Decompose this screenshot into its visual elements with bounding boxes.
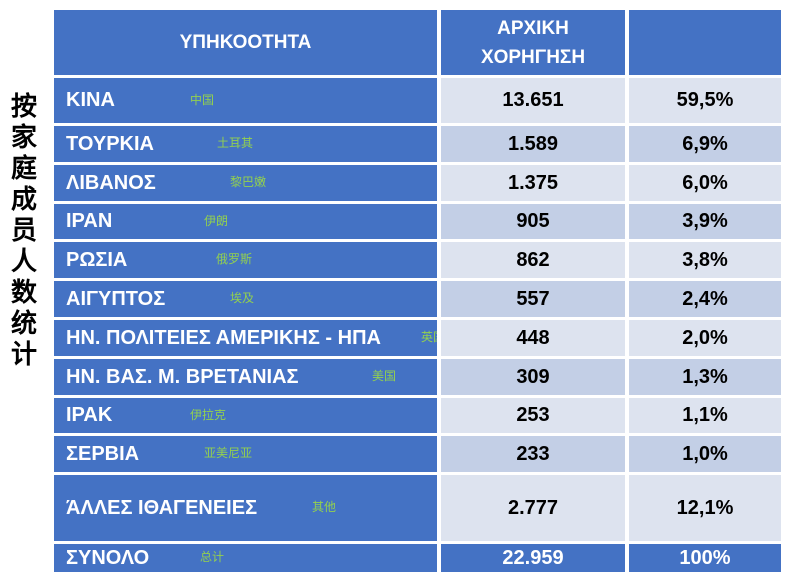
- nationality-chinese: 亚美尼亚: [204, 445, 253, 460]
- percent-value: 3,8%: [682, 248, 728, 271]
- percent-value: 1,0%: [682, 442, 728, 465]
- nationality-greek: ΗΝ. ΠΟΛΙΤΕΙΕΣ ΑΜΕΡΙΚΗΣ - ΗΠΑ: [66, 326, 381, 349]
- initial-grant-value: 557: [516, 287, 550, 310]
- nationality-chinese: 其他: [312, 499, 337, 514]
- row-nationality: ΡΩΣΙΑ 俄罗斯: [54, 242, 437, 278]
- percent-value: 59,5%: [676, 89, 734, 111]
- row-initial-grant: 2.777: [441, 475, 625, 541]
- row-nationality: ΗΝ. ΒΑΣ. Μ. ΒΡΕΤΑΝΙΑΣ 美国: [54, 359, 437, 395]
- total-chinese: 总计: [200, 549, 225, 564]
- side-caption: 按家庭成员人数统计: [10, 92, 37, 370]
- row-percent: 6,9%: [629, 126, 781, 162]
- row-initial-grant: 233: [441, 436, 625, 472]
- initial-grant-value: 2.777: [507, 496, 559, 519]
- nationality-greek: ΗΝ. ΒΑΣ. Μ. ΒΡΕΤΑΝΙΑΣ: [66, 365, 299, 388]
- row-initial-grant: 862: [441, 242, 625, 278]
- header-initial-grant-line1: ΑΡΧΙΚΗ: [497, 17, 569, 39]
- initial-grant-value: 1.589: [507, 132, 559, 155]
- row-initial-grant: 557: [441, 281, 625, 317]
- row-nationality: ΙΡΑΚ 伊拉克: [54, 398, 437, 433]
- header-percent: [629, 10, 781, 75]
- row-nationality: ΣΕΡΒΙΑ 亚美尼亚: [54, 436, 437, 472]
- nationality-chinese: 英国: [421, 329, 437, 344]
- row-percent: 1,0%: [629, 436, 781, 472]
- initial-grant-value: 862: [516, 248, 550, 271]
- nationality-greek: ΚΙΝΑ: [66, 89, 115, 111]
- initial-grant-value: 905: [516, 210, 550, 232]
- row-nationality: ΚΙΝΑ 中国: [54, 78, 437, 123]
- row-initial-grant: 309: [441, 359, 625, 395]
- row-nationality: ΤΟΥΡΚΙΑ 土耳其: [54, 126, 437, 162]
- total-percent-value: 100%: [679, 546, 731, 569]
- initial-grant-value: 1.375: [507, 171, 559, 194]
- row-initial-grant: 448: [441, 320, 625, 356]
- nationality-chinese: 埃及: [230, 290, 255, 305]
- nationality-greek: ΆΛΛΕΣ ΙΘΑΓΕΝΕΙΕΣ: [66, 496, 258, 519]
- nationality-greek: ΑΙΓΥΠΤΟΣ: [66, 287, 166, 310]
- row-percent: 6,0%: [629, 165, 781, 201]
- nationality-greek: ΛΙΒΑΝΟΣ: [66, 171, 156, 194]
- header-nationality-label: ΥΠΗΚΟΟΤΗΤΑ: [179, 31, 312, 53]
- row-percent: 2,0%: [629, 320, 781, 356]
- percent-value: 3,9%: [682, 210, 728, 232]
- percent-value: 6,0%: [682, 171, 728, 194]
- nationality-chinese: 伊拉克: [190, 407, 227, 422]
- percent-value: 2,4%: [682, 287, 728, 310]
- row-initial-grant: 1.375: [441, 165, 625, 201]
- row-nationality: ΛΙΒΑΝΟΣ 黎巴嫩: [54, 165, 437, 201]
- nationality-chinese: 伊朗: [204, 213, 229, 228]
- header-nationality: ΥΠΗΚΟΟΤΗΤΑ: [54, 10, 437, 75]
- percent-value: 2,0%: [682, 326, 728, 349]
- nationality-chinese: 中国: [190, 92, 215, 107]
- row-nationality: ΆΛΛΕΣ ΙΘΑΓΕΝΕΙΕΣ 其他: [54, 475, 437, 541]
- nationality-greek: ΣΕΡΒΙΑ: [66, 442, 140, 465]
- row-percent: 59,5%: [629, 78, 781, 123]
- header-initial-grant-line2: ΧΟΡΗΓΗΣΗ: [480, 46, 586, 68]
- row-initial-grant: 1.589: [441, 126, 625, 162]
- nationality-chinese: 黎巴嫩: [230, 174, 267, 189]
- initial-grant-value: 448: [516, 326, 550, 349]
- nationality-greek: ΤΟΥΡΚΙΑ: [66, 132, 154, 155]
- nationality-greek: ΙΡΑΚ: [66, 404, 113, 426]
- row-initial-grant: 253: [441, 398, 625, 433]
- row-percent: 3,8%: [629, 242, 781, 278]
- total-initial-grant: 22.959: [441, 544, 625, 572]
- total-percent: 100%: [629, 544, 781, 572]
- nationality-chinese: 土耳其: [217, 135, 254, 150]
- nationality-chinese: 美国: [372, 368, 397, 383]
- percent-value: 12,1%: [676, 496, 734, 519]
- initial-grant-value: 233: [516, 442, 550, 465]
- initial-grant-value: 309: [516, 365, 550, 388]
- row-percent: 1,1%: [629, 398, 781, 433]
- row-nationality: ΗΝ. ΠΟΛΙΤΕΙΕΣ ΑΜΕΡΙΚΗΣ - ΗΠΑ 英国: [54, 320, 437, 356]
- row-initial-grant: 905: [441, 204, 625, 239]
- row-nationality: ΙΡΑΝ 伊朗: [54, 204, 437, 239]
- nationality-greek: ΙΡΑΝ: [66, 210, 113, 232]
- initial-grant-value: 253: [516, 404, 550, 426]
- percent-value: 1,1%: [682, 404, 728, 426]
- percent-value: 1,3%: [682, 365, 728, 388]
- row-percent: 1,3%: [629, 359, 781, 395]
- initial-grant-value: 13.651: [502, 89, 564, 111]
- percent-value: 6,9%: [682, 132, 728, 155]
- row-percent: 3,9%: [629, 204, 781, 239]
- header-initial-grant: ΑΡΧΙΚΗ ΧΟΡΗΓΗΣΗ: [441, 10, 625, 75]
- row-nationality: ΑΙΓΥΠΤΟΣ 埃及: [54, 281, 437, 317]
- total-nationality: ΣΥΝΟΛΟ 总计: [54, 544, 437, 572]
- row-percent: 2,4%: [629, 281, 781, 317]
- total-greek: ΣΥΝΟΛΟ: [66, 546, 150, 569]
- nationality-greek: ΡΩΣΙΑ: [66, 248, 128, 271]
- nationality-chinese: 俄罗斯: [216, 251, 253, 266]
- row-percent: 12,1%: [629, 475, 781, 541]
- row-initial-grant: 13.651: [441, 78, 625, 123]
- nationality-table: ΥΠΗΚΟΟΤΗΤΑ ΑΡΧΙΚΗ ΧΟΡΗΓΗΣΗ ΚΙΝΑ 中国 13.651 5…: [54, 10, 781, 572]
- total-count-value: 22.959: [502, 546, 564, 569]
